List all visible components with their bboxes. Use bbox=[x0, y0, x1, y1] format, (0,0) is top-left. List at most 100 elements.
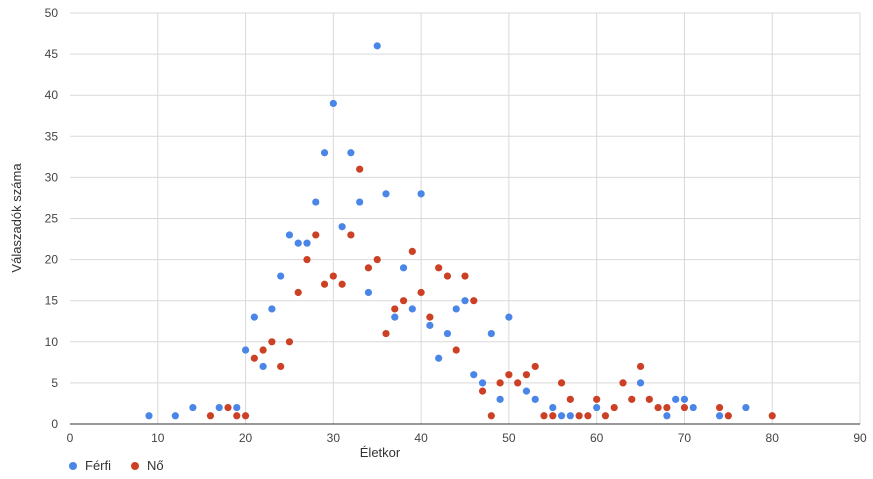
data-point[interactable] bbox=[435, 264, 443, 272]
data-point[interactable] bbox=[356, 198, 364, 206]
data-point[interactable] bbox=[549, 403, 557, 412]
data-point[interactable] bbox=[426, 321, 434, 329]
data-point[interactable] bbox=[584, 412, 592, 420]
data-point[interactable] bbox=[347, 231, 355, 239]
data-point[interactable] bbox=[338, 223, 346, 231]
data-point[interactable] bbox=[768, 412, 776, 420]
data-point[interactable] bbox=[663, 403, 671, 412]
data-point[interactable] bbox=[496, 395, 504, 403]
data-point[interactable] bbox=[171, 412, 179, 420]
data-point[interactable] bbox=[531, 395, 539, 403]
data-point[interactable] bbox=[478, 387, 487, 395]
data-point[interactable] bbox=[680, 395, 689, 403]
legend-item[interactable]: Nő bbox=[131, 458, 164, 473]
data-point[interactable] bbox=[619, 379, 627, 387]
data-point[interactable] bbox=[277, 362, 285, 371]
data-point[interactable] bbox=[566, 395, 574, 403]
data-point[interactable] bbox=[689, 403, 697, 412]
data-point[interactable] bbox=[224, 403, 232, 412]
legend-item[interactable]: Férfi bbox=[69, 458, 111, 473]
data-point[interactable] bbox=[364, 264, 373, 272]
data-point[interactable] bbox=[233, 403, 241, 412]
data-point[interactable] bbox=[259, 346, 267, 354]
data-point[interactable] bbox=[549, 412, 557, 420]
data-point[interactable] bbox=[233, 412, 241, 420]
data-point[interactable] bbox=[505, 313, 513, 321]
data-point[interactable] bbox=[320, 280, 329, 288]
data-point[interactable] bbox=[531, 362, 539, 371]
data-point[interactable] bbox=[356, 165, 364, 173]
data-point[interactable] bbox=[391, 305, 399, 313]
data-point[interactable] bbox=[645, 395, 653, 403]
data-point[interactable] bbox=[206, 412, 215, 420]
data-point[interactable] bbox=[399, 297, 408, 305]
data-point[interactable] bbox=[285, 231, 294, 239]
data-point[interactable] bbox=[628, 395, 636, 403]
data-point[interactable] bbox=[408, 305, 416, 313]
data-point[interactable] bbox=[399, 264, 408, 272]
data-point[interactable] bbox=[470, 371, 478, 379]
data-point[interactable] bbox=[417, 288, 425, 297]
data-point[interactable] bbox=[443, 272, 452, 280]
data-point[interactable] bbox=[715, 412, 724, 420]
data-point[interactable] bbox=[452, 346, 460, 354]
data-point[interactable] bbox=[540, 412, 548, 420]
data-point[interactable] bbox=[575, 412, 583, 420]
data-point[interactable] bbox=[593, 403, 601, 412]
data-point[interactable] bbox=[470, 297, 478, 305]
data-point[interactable] bbox=[285, 338, 294, 346]
data-point[interactable] bbox=[145, 412, 153, 420]
data-point[interactable] bbox=[373, 256, 381, 264]
data-point[interactable] bbox=[364, 288, 373, 297]
data-point[interactable] bbox=[338, 280, 346, 288]
data-point[interactable] bbox=[347, 149, 355, 157]
data-point[interactable] bbox=[742, 403, 750, 412]
data-point[interactable] bbox=[435, 354, 443, 362]
data-point[interactable] bbox=[382, 329, 390, 338]
data-point[interactable] bbox=[522, 387, 531, 395]
data-point[interactable] bbox=[593, 395, 601, 403]
data-point[interactable] bbox=[373, 42, 381, 50]
data-point[interactable] bbox=[303, 256, 311, 264]
data-point[interactable] bbox=[487, 329, 495, 338]
data-point[interactable] bbox=[294, 288, 302, 297]
data-point[interactable] bbox=[636, 362, 645, 371]
data-point[interactable] bbox=[417, 190, 425, 198]
data-point[interactable] bbox=[259, 362, 267, 371]
data-point[interactable] bbox=[610, 403, 618, 412]
data-point[interactable] bbox=[189, 403, 197, 412]
data-point[interactable] bbox=[215, 403, 223, 412]
data-point[interactable] bbox=[654, 403, 662, 412]
data-point[interactable] bbox=[522, 371, 531, 379]
data-point[interactable] bbox=[496, 379, 504, 387]
data-point[interactable] bbox=[461, 272, 469, 280]
data-point[interactable] bbox=[505, 371, 513, 379]
data-point[interactable] bbox=[294, 239, 302, 247]
data-point[interactable] bbox=[250, 313, 258, 321]
data-point[interactable] bbox=[487, 412, 495, 420]
data-point[interactable] bbox=[277, 272, 285, 280]
data-point[interactable] bbox=[241, 412, 250, 420]
data-point[interactable] bbox=[566, 412, 574, 420]
data-point[interactable] bbox=[320, 149, 329, 157]
data-point[interactable] bbox=[514, 379, 522, 387]
data-point[interactable] bbox=[268, 338, 276, 346]
data-point[interactable] bbox=[250, 354, 258, 362]
data-point[interactable] bbox=[426, 313, 434, 321]
data-point[interactable] bbox=[391, 313, 399, 321]
data-point[interactable] bbox=[663, 412, 671, 420]
data-point[interactable] bbox=[478, 379, 487, 387]
data-point[interactable] bbox=[329, 99, 337, 108]
data-point[interactable] bbox=[241, 346, 250, 354]
data-point[interactable] bbox=[601, 412, 610, 420]
data-point[interactable] bbox=[636, 379, 645, 387]
data-point[interactable] bbox=[408, 247, 416, 255]
data-point[interactable] bbox=[443, 329, 452, 338]
data-point[interactable] bbox=[715, 403, 724, 412]
data-point[interactable] bbox=[557, 412, 566, 420]
data-point[interactable] bbox=[268, 305, 276, 313]
legend[interactable]: Férfi Nő bbox=[69, 458, 164, 473]
data-point[interactable] bbox=[680, 403, 689, 412]
data-point[interactable] bbox=[557, 379, 566, 387]
data-point[interactable] bbox=[672, 395, 680, 403]
